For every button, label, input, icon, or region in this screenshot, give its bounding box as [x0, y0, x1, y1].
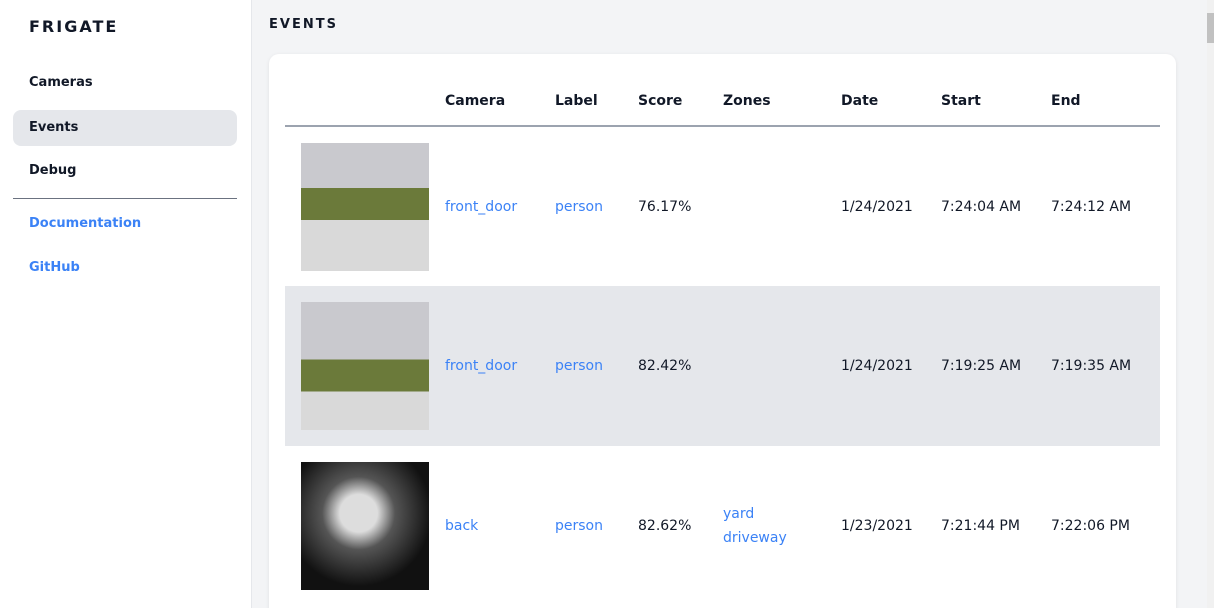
events-table: Camera Label Score Zones Date Start End …	[285, 76, 1160, 606]
zones	[723, 126, 841, 286]
camera-link[interactable]: front_door	[445, 198, 518, 215]
header-end: End	[1051, 76, 1160, 127]
date: 1/23/2021	[841, 518, 913, 534]
event-thumbnail[interactable]	[301, 302, 429, 430]
start-time: 7:19:25 AM	[941, 286, 1051, 446]
header-start: Start	[941, 76, 1051, 127]
zones	[723, 286, 841, 446]
zones: yard driveway	[723, 446, 841, 606]
sidebar-item-cameras[interactable]: Cameras	[29, 75, 93, 90]
scrollbar-thumb[interactable]	[1207, 13, 1214, 43]
main-content: EVENTS Camera Label Score Zones Date Sta…	[253, 0, 1207, 608]
page-title: EVENTS	[269, 17, 338, 32]
documentation-link[interactable]: Documentation	[29, 216, 142, 231]
camera-link[interactable]: front_door	[445, 286, 555, 446]
camera-link[interactable]: back	[445, 518, 479, 534]
score: 82.42%	[638, 286, 723, 446]
start-time: 7:21:44 PM	[941, 518, 1020, 534]
score: 82.62%	[638, 518, 692, 534]
app-logo: FRIGATE	[29, 17, 119, 36]
end-time: 7:24:12 AM	[1051, 198, 1132, 215]
table-header-row: Camera Label Score Zones Date Start End	[285, 76, 1160, 127]
date: 1/24/2021	[841, 286, 941, 446]
github-link[interactable]: GitHub	[29, 260, 80, 275]
label-link[interactable]: person	[555, 286, 638, 446]
table-row[interactable]: front_door person 76.17% 1/24/2021 7:24:…	[285, 126, 1160, 286]
label-link[interactable]: person	[555, 198, 603, 215]
header-thumbnail	[285, 76, 445, 127]
events-card: Camera Label Score Zones Date Start End …	[269, 54, 1176, 608]
date: 1/24/2021	[841, 198, 913, 215]
end-time: 7:19:35 AM	[1051, 286, 1160, 446]
header-score: Score	[638, 76, 723, 127]
event-thumbnail[interactable]	[301, 462, 429, 590]
label-link[interactable]: person	[555, 518, 603, 534]
sidebar: FRIGATE Cameras Events Debug Documentati…	[0, 0, 252, 608]
header-label: Label	[555, 76, 638, 127]
header-date: Date	[841, 76, 941, 127]
table-row[interactable]: front_door person 82.42% 1/24/2021 7:19:…	[285, 286, 1160, 446]
score: 76.17%	[638, 198, 692, 215]
header-camera: Camera	[445, 76, 555, 127]
end-time: 7:22:06 PM	[1051, 518, 1130, 534]
zone-link[interactable]: yard	[723, 506, 755, 522]
header-zones: Zones	[723, 76, 841, 127]
sidebar-item-events[interactable]: Events	[13, 110, 237, 146]
zone-link[interactable]: driveway	[723, 530, 787, 546]
table-row[interactable]: back person 82.62% yard driveway 1/23/20…	[285, 446, 1160, 606]
scrollbar[interactable]	[1207, 0, 1214, 608]
start-time: 7:24:04 AM	[941, 198, 1022, 215]
event-thumbnail[interactable]	[301, 142, 429, 271]
sidebar-item-debug[interactable]: Debug	[29, 163, 77, 178]
sidebar-divider	[13, 198, 237, 199]
